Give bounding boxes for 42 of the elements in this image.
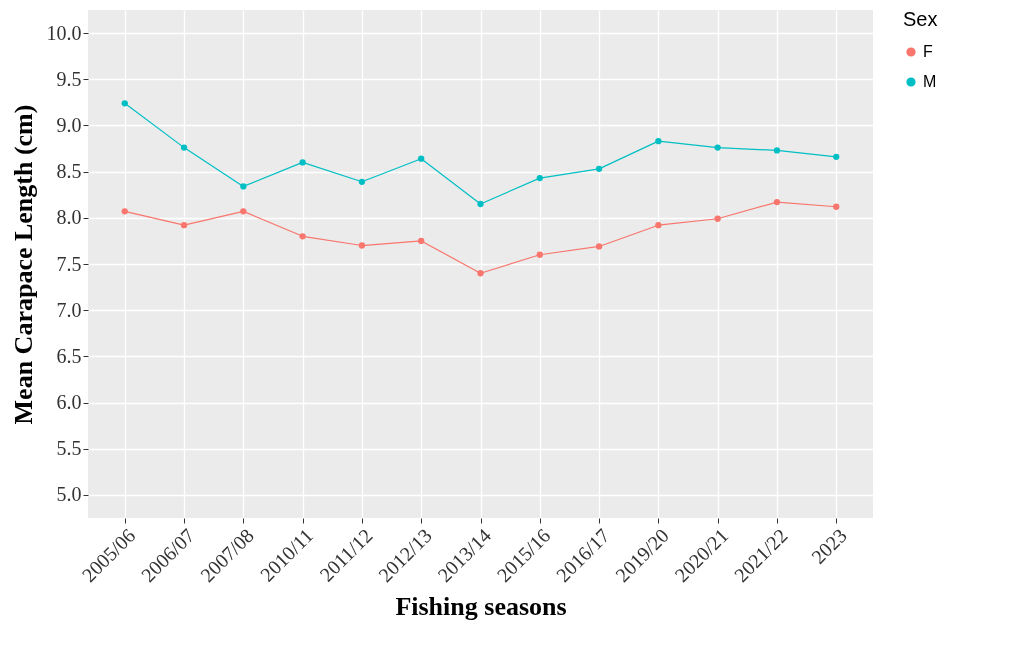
point	[299, 233, 306, 240]
point	[773, 147, 781, 154]
point	[595, 243, 603, 250]
y-tick-label: 10.0	[46, 21, 82, 44]
y-tick-label: 7.5	[56, 252, 82, 275]
legend-label: M	[923, 73, 937, 90]
point	[655, 138, 662, 145]
point	[358, 178, 366, 185]
x-axis-title: Fishing seasons	[395, 592, 567, 621]
point	[536, 174, 543, 182]
point	[833, 203, 840, 210]
point	[121, 100, 128, 107]
legend-label: F	[923, 43, 933, 60]
y-tick-label: 7.0	[56, 298, 82, 321]
point	[240, 183, 247, 190]
y-tick-label: 6.0	[56, 391, 82, 414]
point	[477, 200, 484, 208]
point	[833, 153, 840, 161]
y-tick-label: 5.5	[56, 437, 82, 460]
y-tick-label: 9.0	[56, 113, 82, 136]
y-tick-label: 9.5	[56, 67, 82, 90]
point	[358, 242, 366, 249]
point	[595, 165, 603, 173]
point	[714, 144, 721, 151]
point	[773, 198, 781, 206]
point	[477, 270, 484, 277]
y-tick-label: 5.0	[56, 483, 82, 506]
point	[121, 208, 128, 215]
y-axis-title: Mean Carapace Length (cm)	[8, 104, 38, 425]
y-tick-label: 6.5	[56, 344, 82, 367]
legend-title: Sex	[903, 8, 938, 30]
point	[714, 215, 721, 222]
point	[655, 222, 662, 229]
point	[418, 237, 425, 245]
point	[180, 222, 188, 229]
point	[180, 144, 188, 151]
y-tick-label: 8.0	[56, 206, 82, 229]
point	[536, 251, 543, 258]
y-tick-label: 8.5	[56, 160, 82, 183]
point	[240, 208, 247, 215]
point	[299, 159, 306, 166]
point	[418, 155, 425, 162]
